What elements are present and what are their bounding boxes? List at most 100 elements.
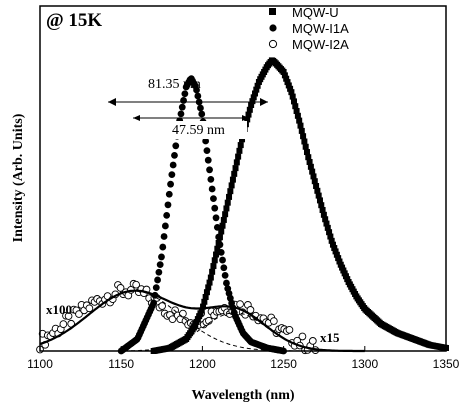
point-mqw-u xyxy=(245,111,252,118)
fwhm-i1a-annotation: 47.59 nm xyxy=(133,115,249,139)
point-mqw-i2a xyxy=(85,304,94,313)
point-mqw-u xyxy=(307,163,314,170)
legend-marker-mqw-u xyxy=(269,8,276,15)
legend-marker-mqw-i1a xyxy=(269,24,277,32)
point-mqw-i1a xyxy=(204,156,212,164)
point-mqw-i2a xyxy=(285,325,294,334)
point-mqw-u xyxy=(250,94,257,101)
point-mqw-i2a xyxy=(59,320,68,328)
point-mqw-u xyxy=(224,199,231,206)
point-mqw-u xyxy=(288,89,295,96)
point-mqw-u xyxy=(298,127,305,134)
point-mqw-i2a xyxy=(298,332,307,341)
point-mqw-u xyxy=(285,82,292,89)
point-mqw-u xyxy=(305,154,312,161)
fwhm-i1a-arrowhead-left xyxy=(133,115,140,121)
x-tick-label: 1350 xyxy=(433,357,460,371)
point-mqw-u xyxy=(294,112,301,119)
legend-label-mqw-u: MQW-U xyxy=(292,5,339,20)
point-mqw-i1a xyxy=(193,86,200,94)
point-mqw-i1a xyxy=(150,299,158,307)
point-mqw-i1a xyxy=(220,264,228,272)
point-mqw-i1a xyxy=(211,204,219,212)
point-mqw-u xyxy=(336,258,343,265)
point-mqw-u xyxy=(216,234,223,241)
point-mqw-u xyxy=(198,307,205,314)
point-mqw-u xyxy=(333,251,340,258)
point-mqw-u xyxy=(203,289,210,296)
point-mqw-u xyxy=(280,69,287,75)
series-layer xyxy=(36,57,449,355)
point-mqw-i2a xyxy=(179,309,187,318)
point-mqw-u xyxy=(233,159,240,166)
point-mqw-u xyxy=(323,220,330,227)
point-mqw-u xyxy=(328,237,335,244)
point-mqw-i1a xyxy=(212,214,220,222)
x-tick-label: 1300 xyxy=(351,357,378,371)
point-mqw-i1a xyxy=(152,284,160,292)
point-mqw-u xyxy=(311,178,318,185)
point-mqw-i1a xyxy=(221,272,229,279)
point-mqw-u xyxy=(254,82,261,89)
point-mqw-i2a xyxy=(270,317,278,325)
point-mqw-u xyxy=(213,251,220,258)
point-mqw-i1a xyxy=(197,104,204,112)
point-mqw-u xyxy=(214,245,221,252)
point-mqw-i1a xyxy=(169,161,177,169)
point-mqw-i2a xyxy=(158,302,166,310)
point-mqw-i1a xyxy=(206,166,213,174)
point-mqw-u xyxy=(287,85,294,92)
fwhm-u-annotation: 81.35 nm xyxy=(108,77,268,106)
x-tick-label: 1150 xyxy=(108,357,134,371)
point-mqw-i1a xyxy=(154,276,161,284)
point-mqw-u xyxy=(220,216,227,223)
point-mqw-i2a xyxy=(75,310,83,318)
point-mqw-u xyxy=(253,86,260,93)
point-mqw-i1a xyxy=(219,256,226,264)
x-axis-title: Wavelength (nm) xyxy=(191,388,294,403)
point-mqw-u xyxy=(310,173,317,180)
point-mqw-u xyxy=(292,103,299,110)
x-tick-label: 1200 xyxy=(189,357,216,371)
point-mqw-i1a xyxy=(198,110,206,118)
point-mqw-u xyxy=(237,142,244,149)
point-mqw-i1a xyxy=(159,243,167,251)
point-mqw-u xyxy=(296,117,303,124)
fwhm-i1a-arrowhead-right xyxy=(242,115,249,121)
point-mqw-u xyxy=(210,263,217,270)
point-mqw-i2a xyxy=(64,312,73,320)
point-mqw-u xyxy=(219,222,226,229)
point-mqw-u xyxy=(232,165,239,172)
point-mqw-u xyxy=(322,216,329,223)
point-mqw-u xyxy=(306,159,313,165)
point-mqw-i1a xyxy=(210,195,217,203)
point-mqw-i1a xyxy=(171,152,178,159)
point-mqw-u xyxy=(284,79,291,86)
point-mqw-u xyxy=(327,233,334,240)
point-mqw-u xyxy=(281,72,288,79)
fwhm-i1a-label: 47.59 nm xyxy=(172,123,225,138)
point-mqw-u xyxy=(315,192,322,199)
plot-frame xyxy=(39,5,447,352)
point-mqw-u xyxy=(313,183,320,189)
point-mqw-i1a xyxy=(177,110,185,118)
point-mqw-u xyxy=(231,170,238,177)
point-mqw-u xyxy=(326,229,333,236)
point-mqw-i1a xyxy=(161,222,169,230)
point-mqw-u xyxy=(335,255,342,262)
point-mqw-i1a xyxy=(194,92,202,100)
point-mqw-i2a xyxy=(308,337,317,345)
point-mqw-u xyxy=(300,133,307,140)
point-mqw-i2a xyxy=(168,315,177,324)
point-mqw-u xyxy=(226,193,233,200)
point-mqw-u xyxy=(228,182,235,189)
point-mqw-u xyxy=(215,240,222,246)
point-mqw-i1a xyxy=(163,212,171,219)
point-mqw-i1a xyxy=(202,137,210,145)
legend-label-mqw-i1a: MQW-I1A xyxy=(292,21,349,36)
point-mqw-i1a xyxy=(160,233,168,240)
point-mqw-u xyxy=(301,138,308,145)
fwhm-u-arrowhead-right xyxy=(260,98,268,106)
point-mqw-i2a xyxy=(246,306,255,314)
